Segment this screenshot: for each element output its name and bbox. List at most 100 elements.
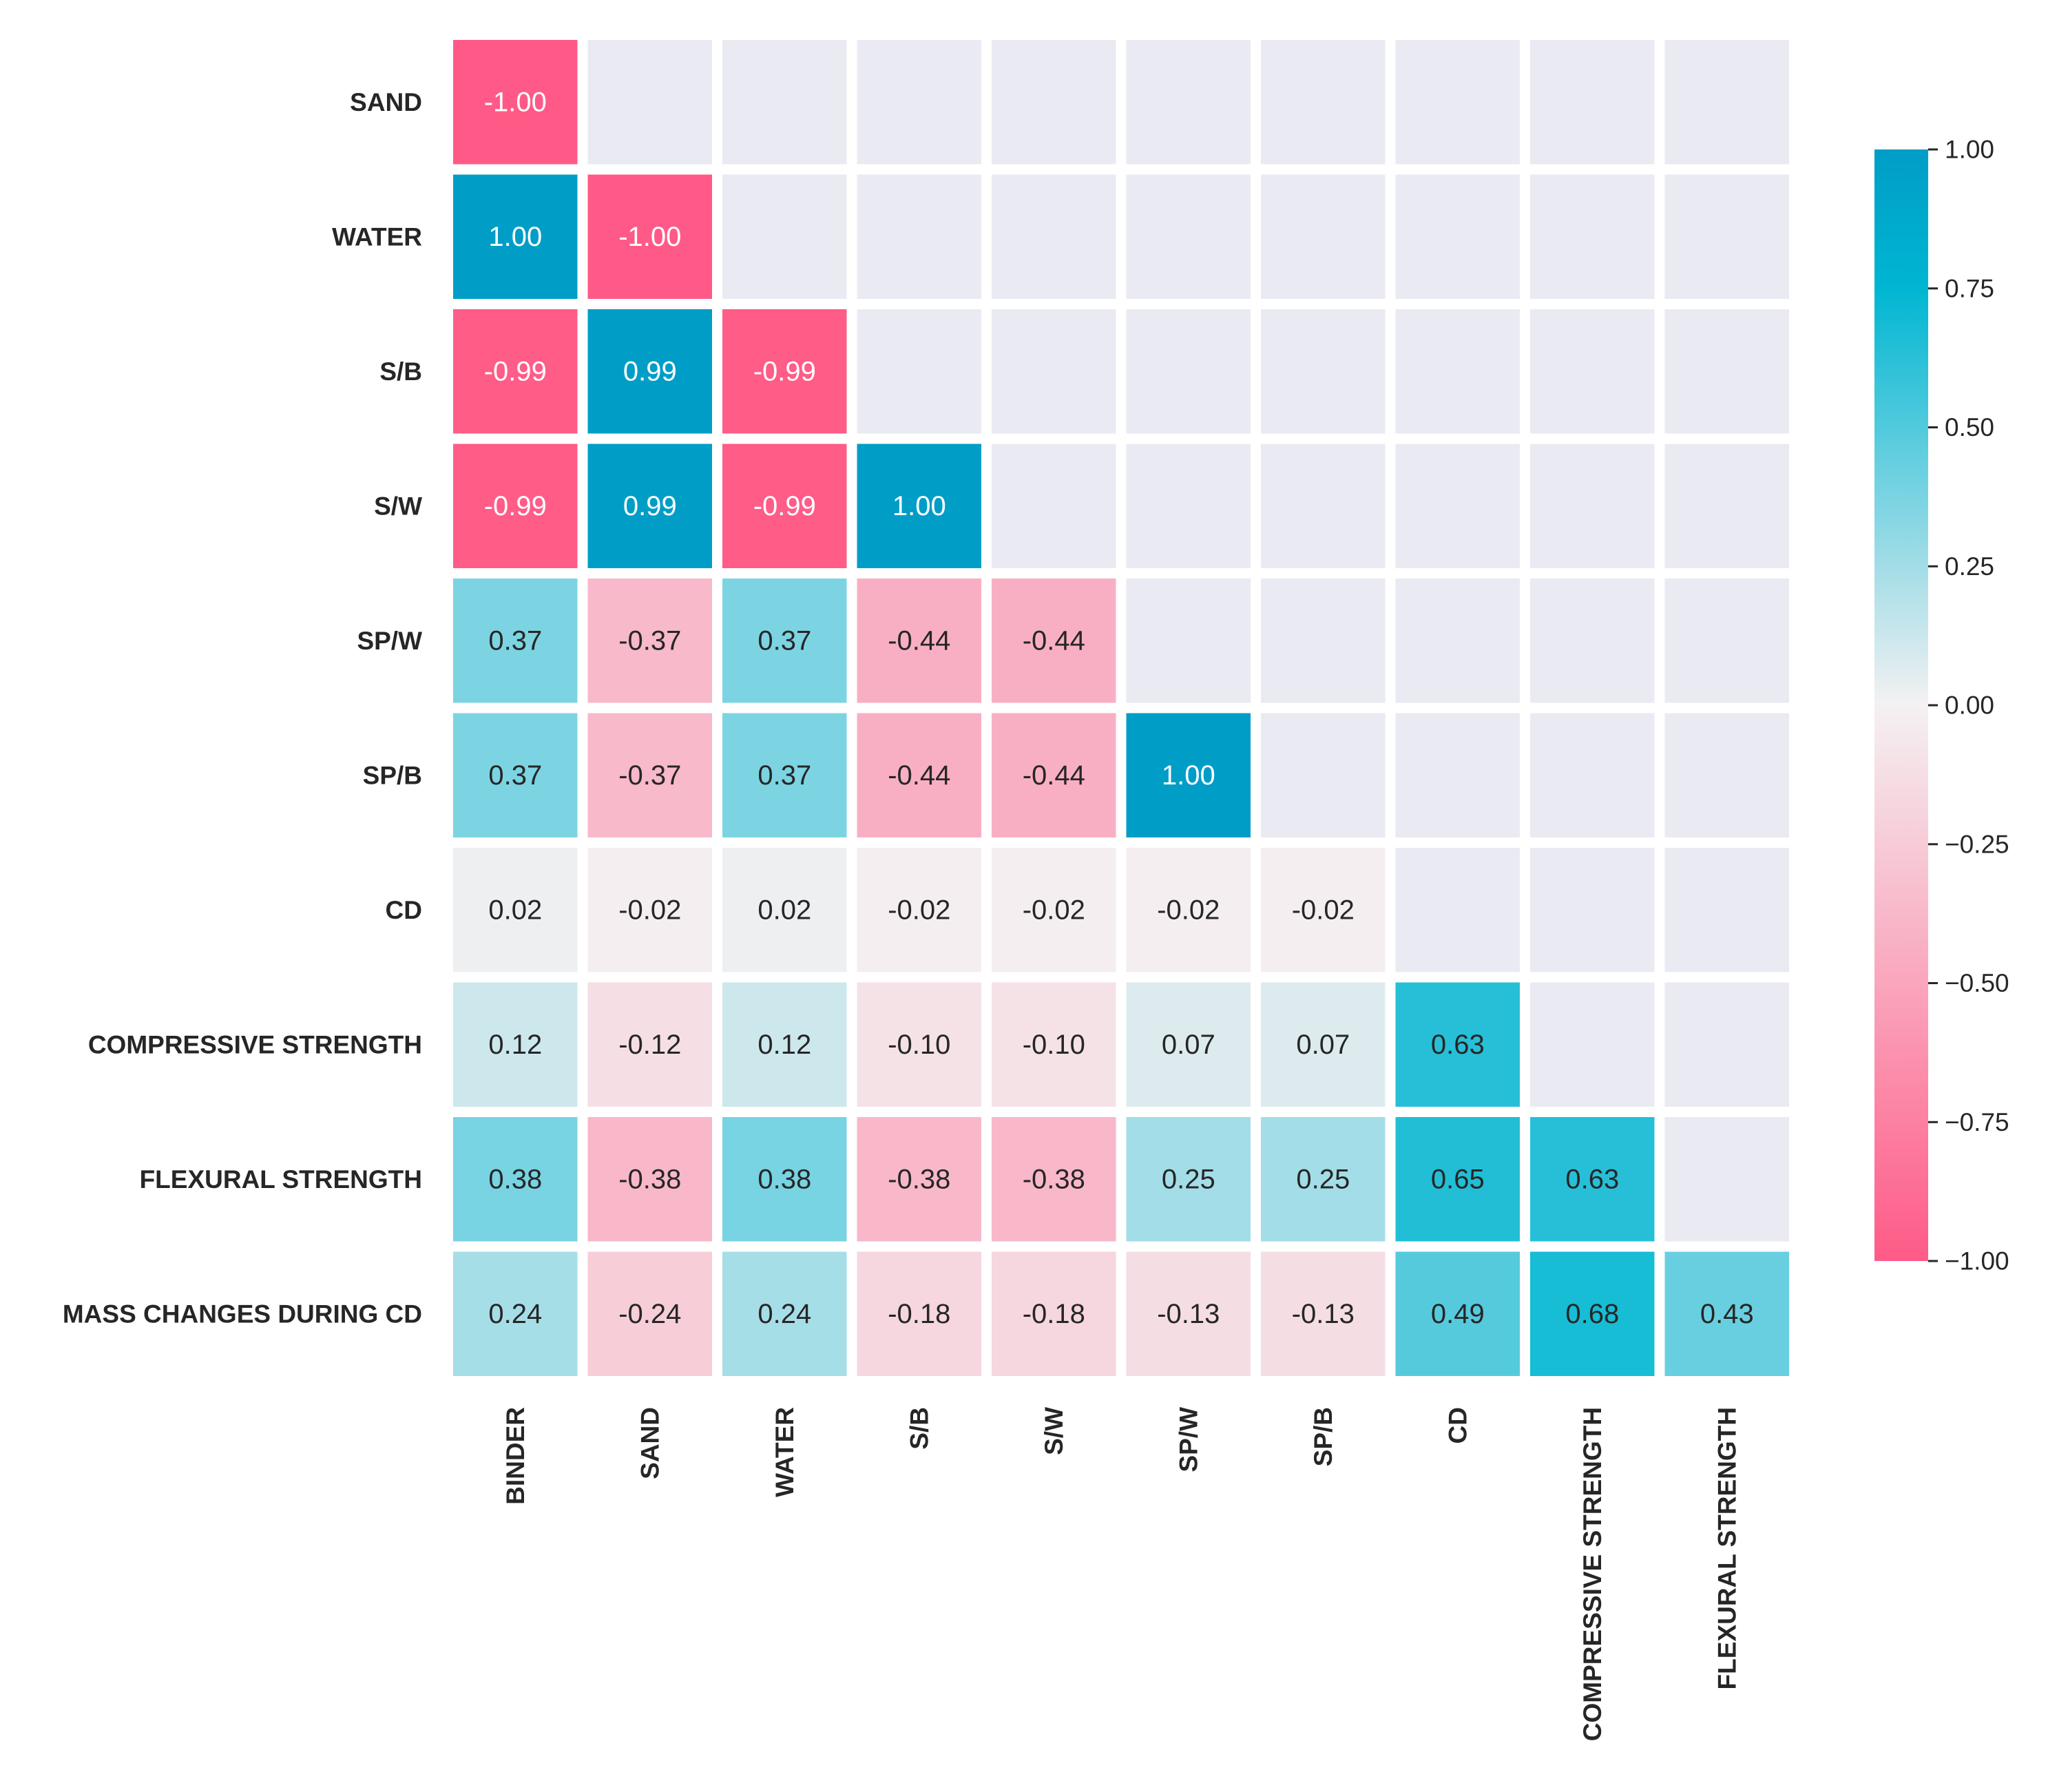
column-label-s-b: S/B (905, 1407, 933, 1450)
cell-value-label: -0.18 (888, 1299, 950, 1329)
colorbar-tick-label: 1.00 (1945, 136, 1994, 164)
cell-value-label: 0.24 (488, 1299, 542, 1329)
cell-value-label: -0.13 (1157, 1299, 1220, 1329)
heatmap-cell-s-w-sand (587, 444, 712, 568)
heatmap-cell-sp-w-sand (587, 579, 712, 703)
heatmap-cell-compressive-strength-sp-w (1126, 982, 1251, 1107)
masked-cell-sp-b-cd (1395, 713, 1520, 837)
cell-value-label: -0.99 (484, 491, 547, 521)
cell-value-label: -0.44 (888, 760, 950, 791)
heatmap-cell-s-b-sand (587, 309, 712, 434)
row-label-sp-w: SP/W (357, 627, 422, 655)
cell-value-label: -0.02 (1157, 895, 1220, 925)
heatmap-cell-cd-sp-b (1261, 848, 1386, 972)
cell-value-label: 0.12 (488, 1030, 542, 1060)
cell-value-label: 0.38 (757, 1164, 811, 1194)
masked-cell-sand-water (722, 40, 847, 165)
cell-value-label: 0.63 (1431, 1030, 1485, 1060)
heatmap-cell-compressive-strength-s-b (857, 982, 981, 1107)
colorbar-tick-label: −0.75 (1945, 1108, 2009, 1136)
colorbar-tick-label: 0.25 (1945, 552, 1994, 581)
masked-cell-s-w-s-w (992, 444, 1116, 568)
cell-value-label: 0.65 (1431, 1164, 1485, 1194)
heatmap-cell-flexural-strength-sand (587, 1117, 712, 1242)
masked-cell-s-w-sp-w (1126, 444, 1251, 568)
heatmap-cell-s-w-s-b (857, 444, 981, 568)
column-label-sp-w: SP/W (1174, 1407, 1202, 1472)
heatmap-cell-s-b-water (722, 309, 847, 434)
masked-cell-compressive-strength-compressive-strength (1530, 982, 1655, 1107)
colorbar-tick-label: 0.75 (1945, 274, 1994, 302)
colorbar-tick-label: 0.50 (1945, 413, 1994, 441)
column-label-s-w: S/W (1040, 1407, 1068, 1455)
heatmap-cell-cd-s-w (992, 848, 1116, 972)
cell-value-label: 0.25 (1296, 1164, 1350, 1194)
heatmap-cell-flexural-strength-binder (453, 1117, 578, 1242)
masked-cell-s-b-sp-w (1126, 309, 1251, 434)
heatmap-cell-cd-sp-w (1126, 848, 1251, 972)
masked-cell-sand-flexural-strength (1664, 40, 1789, 165)
heatmap-cell-cd-binder (453, 848, 578, 972)
cell-value-label: 0.07 (1162, 1030, 1215, 1060)
cell-value-label: 0.99 (623, 356, 677, 386)
masked-cell-cd-compressive-strength (1530, 848, 1655, 972)
cell-value-label: 1.00 (892, 491, 946, 521)
heatmap-cell-water-sand (587, 174, 712, 299)
heatmap-cell-mass-changes-during-cd-sand (587, 1251, 712, 1376)
masked-cell-sand-compressive-strength (1530, 40, 1655, 165)
masked-cell-sp-b-compressive-strength (1530, 713, 1655, 837)
heatmap-cell-mass-changes-during-cd-sp-w (1126, 1251, 1251, 1376)
masked-cell-s-w-flexural-strength (1664, 444, 1789, 568)
cell-value-label: 0.02 (757, 895, 811, 925)
heatmap-cell-mass-changes-during-cd-binder (453, 1251, 578, 1376)
heatmap-cell-compressive-strength-binder (453, 982, 578, 1107)
cell-value-label: -0.44 (1023, 760, 1085, 791)
colorbar-tick-label: −0.25 (1945, 830, 2009, 858)
heatmap-cell-compressive-strength-sand (587, 982, 712, 1107)
heatmap-cell-mass-changes-during-cd-flexural-strength (1664, 1251, 1789, 1376)
cell-value-label: -0.99 (484, 356, 547, 386)
heatmap-cell-flexural-strength-s-b (857, 1117, 981, 1242)
heatmap-cell-flexural-strength-water (722, 1117, 847, 1242)
masked-cell-water-flexural-strength (1664, 174, 1789, 299)
masked-cell-cd-cd (1395, 848, 1520, 972)
cell-value-label: -0.44 (1023, 625, 1085, 656)
masked-cell-water-s-w (992, 174, 1116, 299)
masked-cell-water-cd (1395, 174, 1520, 299)
column-labels: BINDER SAND WATER S/B S/W SP/W SP/B CD COMPRESSI… (501, 1407, 1742, 1741)
column-label-binder: BINDER (501, 1407, 530, 1505)
colorbar: 1.00 0.75 0.50 0.25 0.00 −0.25 −0.50 −0.75 −1.00 (1874, 136, 2009, 1275)
cell-value-label: 0.02 (488, 895, 542, 925)
masked-cell-s-w-sp-b (1261, 444, 1386, 568)
cell-value-label: 0.37 (757, 760, 811, 791)
heatmap-cell-compressive-strength-s-w (992, 982, 1116, 1107)
heatmap-cell-compressive-strength-water (722, 982, 847, 1107)
heatmap-cell-s-b-binder (453, 309, 578, 434)
masked-cell-sp-w-sp-b (1261, 579, 1386, 703)
row-label-mass-changes-during-cd: MASS CHANGES DURING CD (63, 1300, 422, 1328)
cell-value-label: 0.43 (1700, 1299, 1754, 1329)
row-label-cd: CD (386, 896, 422, 924)
cell-value-label: -0.02 (618, 895, 681, 925)
row-labels: SAND WATER S/B S/W SP/W SP/B CD COMPRESSIVE STR… (63, 88, 422, 1329)
heatmap-cell-mass-changes-during-cd-cd (1395, 1251, 1520, 1376)
masked-cell-sand-sp-b (1261, 40, 1386, 165)
cell-value-label: -0.02 (888, 895, 950, 925)
cell-value-label: 0.68 (1565, 1299, 1619, 1329)
cell-value-label: 0.25 (1162, 1164, 1215, 1194)
heatmap-cell-mass-changes-during-cd-s-b (857, 1251, 981, 1376)
masked-cell-sand-cd (1395, 40, 1520, 165)
masked-cell-s-w-compressive-strength (1530, 444, 1655, 568)
column-label-sp-b: SP/B (1309, 1407, 1337, 1466)
cell-value-label: 0.49 (1431, 1299, 1485, 1329)
cell-value-label: 0.12 (757, 1030, 811, 1060)
masked-cell-compressive-strength-flexural-strength (1664, 982, 1789, 1107)
masked-cell-s-b-sp-b (1261, 309, 1386, 434)
cell-value-label: -0.99 (753, 491, 816, 521)
heatmap-cell-s-w-binder (453, 444, 578, 568)
heatmap-cell-sand-binder (453, 40, 578, 165)
cell-value-label: 0.99 (623, 491, 677, 521)
masked-cell-sand-s-w (992, 40, 1116, 165)
cell-value-label: -0.38 (618, 1164, 681, 1194)
